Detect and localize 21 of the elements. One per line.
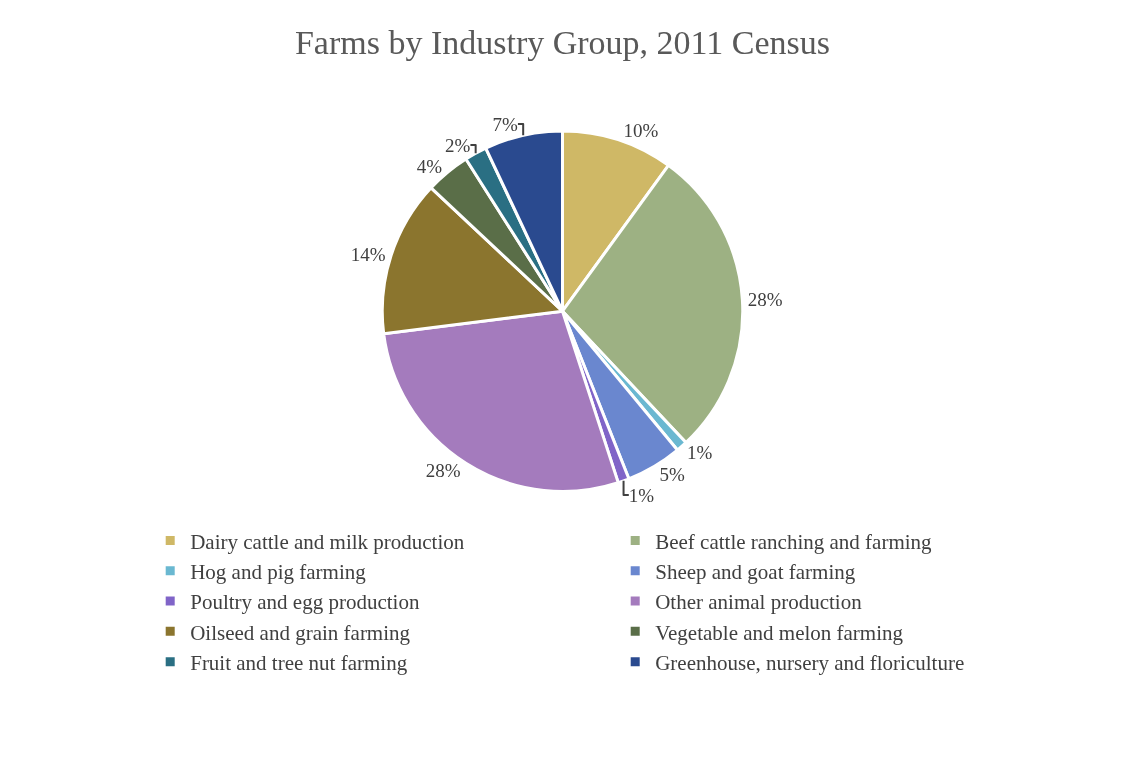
legend-label: Sheep and goat farming bbox=[655, 559, 856, 584]
legend-label: Beef cattle ranching and farming bbox=[655, 529, 933, 554]
data-label: 5% bbox=[659, 463, 685, 485]
data-label: 28% bbox=[425, 460, 461, 482]
legend-label: Poultry and egg production bbox=[190, 590, 420, 615]
legend-label: Oilseed and grain farming bbox=[190, 620, 411, 645]
data-label: 1% bbox=[628, 484, 655, 506]
legend-label: Vegetable and melon farming bbox=[655, 620, 904, 645]
data-label: 7% bbox=[492, 113, 518, 135]
data-label: 1% bbox=[686, 441, 713, 463]
data-label: 2% bbox=[444, 134, 471, 156]
legend-label: Fruit and tree nut farming bbox=[190, 650, 408, 675]
data-label: 14% bbox=[350, 243, 386, 265]
legend-label: Hog and pig farming bbox=[190, 559, 367, 584]
legend-label: Greenhouse, nursery and floriculture bbox=[655, 650, 965, 675]
chart-title: Farms by Industry Group, 2011 Census bbox=[294, 24, 831, 62]
data-label: 4% bbox=[416, 155, 443, 177]
legend-label: Other animal production bbox=[655, 590, 863, 615]
data-label: 10% bbox=[623, 119, 659, 141]
data-label: 28% bbox=[747, 289, 783, 311]
legend-label: Dairy cattle and milk production bbox=[190, 529, 465, 554]
